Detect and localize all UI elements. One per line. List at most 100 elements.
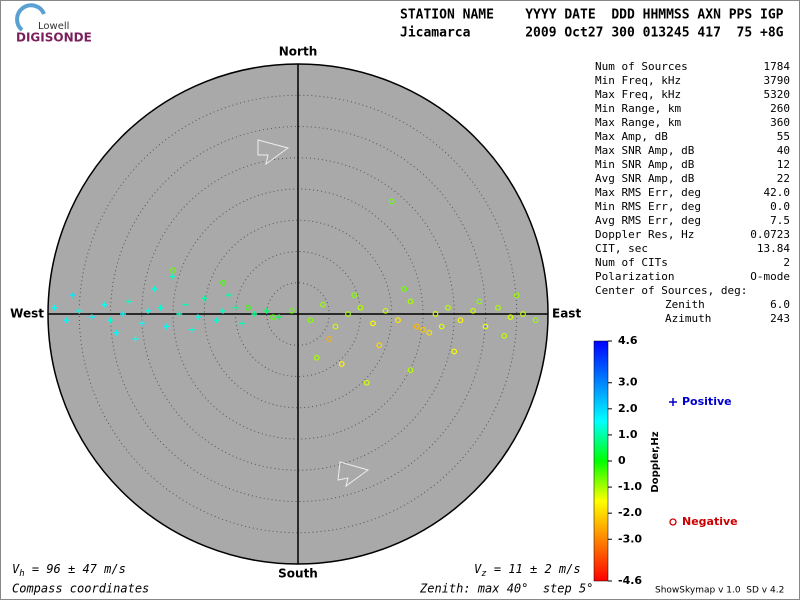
stat-label: Min Freq, kHz [595,74,681,87]
stat-label: Max RMS Err, deg [595,186,701,199]
source-positive [195,314,201,321]
source-negative [332,323,339,330]
skymap [47,63,549,565]
source-negative [495,304,501,311]
logo-bottom: DIGISONDE [16,31,92,45]
south-label: South [278,567,318,581]
stat-label: Min SNR Amp, dB [595,158,695,171]
stats-table: Num of Sources 1784 Min Freq, kHz 3790 Max F… [595,60,790,325]
source-positive [263,307,270,314]
vz-symbol: V [474,562,482,576]
stat-value: 5320 [764,88,791,101]
source-negative [307,317,314,324]
source-negative [501,332,508,339]
source-negative [407,367,414,374]
source-negative [357,304,364,311]
legend-symbol [669,518,677,526]
source-negative [388,198,395,205]
source-positive [132,336,139,342]
center-title: Center of Sources, deg: [595,284,747,297]
source-negative [457,317,464,324]
source-positive [201,295,208,302]
stat-label: Max Range, km [595,116,681,129]
source-negative [370,320,376,327]
vh-symbol: V [12,562,20,576]
source-negative [245,304,251,311]
stat-value: 260 [770,102,790,115]
source-negative [351,292,358,299]
source-positive [182,301,189,308]
stat-label: Max SNR Amp, dB [595,144,695,157]
vz-label: Vz = 11 ± 2 m/s [474,562,581,579]
source-negative [532,317,539,324]
stat-value: 1784 [764,60,791,73]
stat-value: 2 [783,256,790,269]
source-positive [163,323,170,330]
source-positive [88,314,95,321]
north-label: North [279,45,317,59]
colorbar-tick-label: 4.6 [618,334,638,347]
source-positive [188,326,195,333]
source-negative [413,323,420,330]
source-negative [445,304,451,311]
stat-label: Min RMS Err, deg [595,200,701,213]
source-negative [420,326,426,333]
source-negative [451,348,458,355]
source-negative [220,279,226,286]
source-negative [407,298,414,305]
stat-label: Polarization [595,270,674,283]
stat-label: Doppler Res, Hz [595,228,694,241]
source-negative [382,307,389,314]
version-label: ShowSkymap v 1.0 SD v 4.2 [655,586,784,596]
source-negative [513,292,520,299]
colorbar-tick-label: 2.0 [618,402,638,415]
source-positive [138,320,145,327]
source-positive [220,307,226,314]
arrow-decoration [257,139,290,166]
source-negative [426,329,433,336]
stat-value: 12 [777,158,790,171]
source-positive [157,304,164,311]
vh-label: Vh = 96 ± 47 m/s [12,562,126,579]
stat-label: Num of CITs [595,256,668,269]
source-positive [70,292,76,299]
source-negative [482,323,489,330]
colorbar-tick-label: 1.0 [618,428,638,441]
stat-value: 42.0 [764,186,791,199]
source-positive [51,304,58,311]
source-positive [76,307,83,314]
center-value: 6.0 [770,298,790,311]
west-label: West [10,307,44,321]
stat-value: 3790 [764,74,791,87]
header-columns: STATION NAME YYYY DATE DDD HHMMSS AXN PP… [400,8,784,23]
center-label: Azimuth [665,312,711,325]
source-positive [126,298,133,305]
source-negative [507,314,514,321]
source-negative [520,311,526,317]
stat-value: 40 [777,144,790,157]
source-negative [270,314,276,321]
source-negative [476,298,483,305]
source-negative [326,336,333,342]
vh-text: = 96 ± 47 m/s [25,562,126,576]
source-positive [63,317,70,324]
zenith-label: Zenith: max 40° step 5° [419,582,593,596]
legend-label: Negative [682,515,738,528]
source-negative [288,307,295,314]
logo-top: Lowell [38,21,69,32]
source-positive [238,320,245,327]
stat-value: 7.5 [770,214,790,227]
stat-label: Avg SNR Amp, dB [595,172,695,185]
source-positive [226,292,233,299]
stat-value: 55 [777,130,790,143]
legend-label: Positive [682,395,732,408]
source-positive [101,301,108,308]
vz-sub: z [481,569,486,579]
source-positive [276,314,283,321]
stat-label: Avg RMS Err, deg [595,214,701,227]
stat-value: 13.84 [757,242,790,255]
source-negative [432,311,439,317]
source-positive [107,317,114,324]
source-positive [113,329,120,336]
